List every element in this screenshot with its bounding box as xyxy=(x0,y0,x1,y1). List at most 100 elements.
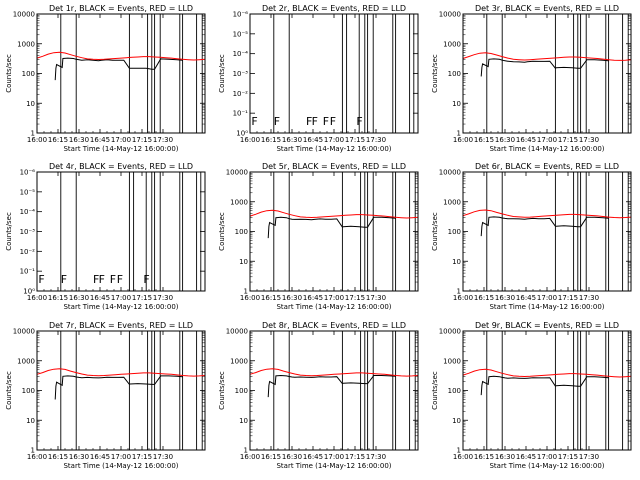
y-tick-label: 10⁻¹ xyxy=(233,110,249,118)
y-tick-label: 1000 xyxy=(443,357,461,365)
x-axis-label: Start Time (14-May-12 16:00:00) xyxy=(63,462,178,470)
y-tick-label: 1 xyxy=(457,130,461,138)
y-axis-label: Counts/sec xyxy=(5,371,13,410)
x-tick-label: 16:00 xyxy=(27,453,47,461)
y-tick-label: 10⁰ xyxy=(23,288,35,296)
y-tick-label: 100 xyxy=(22,387,35,395)
x-axis-label: Start Time (14-May-12 16:00:00) xyxy=(489,145,604,153)
x-tick-label: 16:00 xyxy=(453,136,473,144)
x-tick-label: 17:00 xyxy=(111,136,131,144)
x-axis-label: Start Time (14-May-12 16:00:00) xyxy=(276,303,391,311)
x-tick-label: 17:30 xyxy=(153,453,173,461)
x-tick-label: 17:15 xyxy=(558,294,578,302)
x-tick-label: 16:30 xyxy=(495,294,515,302)
plot-frame xyxy=(462,13,632,134)
plot-frame xyxy=(36,330,206,451)
y-axis-label: Counts/sec xyxy=(5,54,13,93)
lld-series-line xyxy=(36,368,206,377)
x-tick-label: 16:15 xyxy=(261,136,281,144)
panel-title: Det 6r, BLACK = Events, RED = LLD xyxy=(475,162,619,171)
x-tick-label: 16:30 xyxy=(69,136,89,144)
y-tick-label: 10000 xyxy=(226,328,248,336)
x-tick-label: 17:30 xyxy=(366,294,386,302)
y-tick-label: 100 xyxy=(235,228,248,236)
x-tick-label: 16:00 xyxy=(240,294,260,302)
y-tick-label: 10⁰ xyxy=(236,130,248,138)
events-series-line xyxy=(54,375,183,400)
x-tick-label: 16:45 xyxy=(90,294,110,302)
flag-marker: F xyxy=(110,273,116,286)
lld-series-line xyxy=(36,51,206,61)
lld-series-line xyxy=(249,209,419,219)
y-tick-label: 10000 xyxy=(13,11,35,19)
x-tick-label: 17:15 xyxy=(345,453,365,461)
x-tick-label: 17:15 xyxy=(345,294,365,302)
x-tick-label: 16:30 xyxy=(282,136,302,144)
x-tick-label: 16:15 xyxy=(261,453,281,461)
flag-marker: F xyxy=(38,273,44,286)
y-tick-label: 10⁻¹ xyxy=(20,268,36,276)
x-tick-label: 16:30 xyxy=(69,453,89,461)
x-tick-label: 17:00 xyxy=(324,294,344,302)
x-tick-label: 16:15 xyxy=(48,294,68,302)
x-tick-label: 17:00 xyxy=(324,136,344,144)
panel-title: Det 8r, BLACK = Events, RED = LLD xyxy=(262,321,406,330)
y-axis-label: Counts/sec xyxy=(431,371,439,410)
flag-marker: F xyxy=(93,273,99,286)
y-tick-label: 10000 xyxy=(439,328,461,336)
y-axis-label: Counts/sec xyxy=(5,212,13,251)
flag-marker: F xyxy=(143,273,149,286)
y-tick-label: 1000 xyxy=(230,198,248,206)
flag-marker: F xyxy=(251,115,257,128)
x-tick-label: 16:45 xyxy=(303,453,323,461)
events-series-line xyxy=(480,375,609,396)
flag-marker: F xyxy=(330,115,336,128)
panel-title: Det 5r, BLACK = Events, RED = LLD xyxy=(262,162,406,171)
x-tick-label: 17:00 xyxy=(537,294,557,302)
detector-panel-7: Det 7r, BLACK = Events, RED = LLD Counts/… xyxy=(5,321,206,470)
y-axis-label: Counts/sec xyxy=(218,212,226,251)
flag-marker: F xyxy=(312,115,318,128)
x-tick-label: 16:00 xyxy=(453,453,473,461)
y-tick-label: 10⁻⁶ xyxy=(233,11,249,19)
y-tick-label: 1 xyxy=(31,447,35,455)
y-tick-label: 1000 xyxy=(17,40,35,48)
x-tick-label: 16:15 xyxy=(48,453,68,461)
x-tick-label: 16:15 xyxy=(474,294,494,302)
x-tick-label: 16:15 xyxy=(261,294,281,302)
x-tick-label: 17:15 xyxy=(132,453,152,461)
y-tick-label: 10000 xyxy=(439,169,461,177)
events-series-line xyxy=(54,57,183,81)
flag-marker: F xyxy=(99,273,105,286)
y-tick-label: 1 xyxy=(457,288,461,296)
x-tick-label: 17:30 xyxy=(153,294,173,302)
y-tick-label: 10⁻³ xyxy=(20,228,36,236)
y-tick-label: 10⁻⁴ xyxy=(233,50,249,58)
x-tick-label: 16:15 xyxy=(48,136,68,144)
x-tick-label: 16:00 xyxy=(240,453,260,461)
x-axis-label: Start Time (14-May-12 16:00:00) xyxy=(63,303,178,311)
x-tick-label: 16:30 xyxy=(495,136,515,144)
y-tick-label: 1 xyxy=(31,130,35,138)
x-tick-label: 16:45 xyxy=(90,136,110,144)
x-tick-label: 16:45 xyxy=(516,294,536,302)
plot-frame xyxy=(249,171,419,292)
y-tick-label: 100 xyxy=(448,70,461,78)
detector-panel-6: Det 6r, BLACK = Events, RED = LLD Counts/… xyxy=(431,162,632,311)
x-tick-label: 16:45 xyxy=(90,453,110,461)
x-tick-label: 16:45 xyxy=(303,294,323,302)
x-tick-label: 16:30 xyxy=(69,294,89,302)
panel-title: Det 4r, BLACK = Events, RED = LLD xyxy=(49,162,193,171)
x-tick-label: 16:00 xyxy=(240,136,260,144)
x-tick-label: 17:15 xyxy=(132,136,152,144)
flag-marker: F xyxy=(117,273,123,286)
x-tick-label: 17:30 xyxy=(366,453,386,461)
y-tick-label: 10⁻⁶ xyxy=(20,169,36,177)
x-tick-label: 16:45 xyxy=(516,136,536,144)
panel-title: Det 3r, BLACK = Events, RED = LLD xyxy=(475,4,619,13)
lld-series-line xyxy=(462,368,632,378)
plot-frame xyxy=(36,171,206,292)
y-tick-label: 1000 xyxy=(17,357,35,365)
y-tick-label: 1 xyxy=(244,447,248,455)
x-tick-label: 17:00 xyxy=(324,453,344,461)
